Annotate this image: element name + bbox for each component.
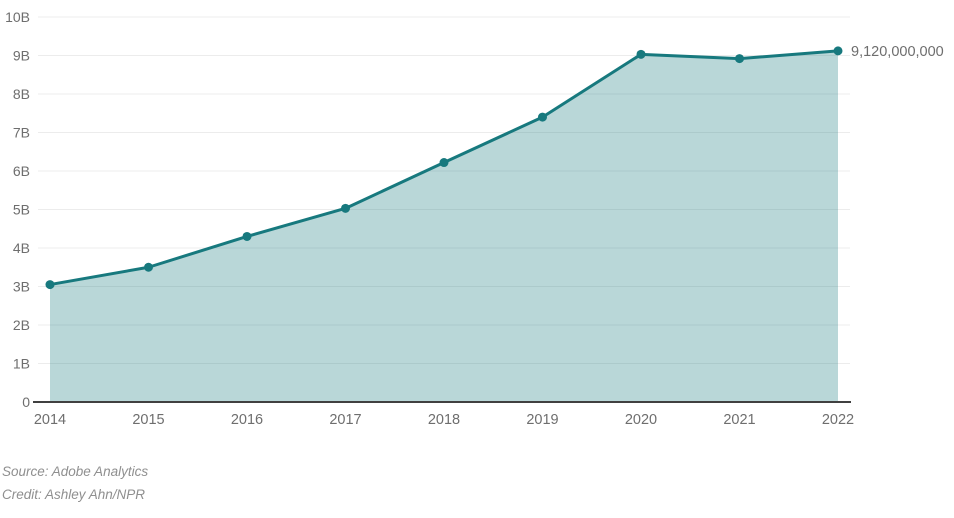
end-value-label: 9,120,000,000 — [851, 44, 944, 60]
x-tick-label: 2015 — [132, 412, 164, 428]
data-point[interactable] — [242, 231, 252, 241]
credit-text: Credit: Ashley Ahn/NPR — [2, 487, 146, 502]
x-tick-label: 2019 — [526, 412, 558, 428]
data-point[interactable] — [538, 112, 547, 122]
x-tick-label: 2014 — [34, 412, 66, 428]
data-point[interactable] — [735, 54, 744, 64]
data-point[interactable] — [144, 262, 153, 272]
x-tick-label: 2017 — [329, 412, 361, 428]
y-tick-label: 9B — [13, 48, 30, 64]
y-tick-label: 8B — [13, 86, 30, 102]
y-tick-label: 6B — [13, 163, 30, 179]
y-tick-label: 1B — [13, 356, 30, 372]
data-point[interactable] — [636, 49, 646, 59]
x-tick-label: 2018 — [428, 412, 460, 428]
y-tick-label: 4B — [13, 240, 30, 256]
y-tick-label: 2B — [13, 317, 30, 333]
data-point[interactable] — [341, 203, 350, 213]
y-tick-label: 7B — [13, 125, 30, 141]
x-tick-label: 2021 — [723, 412, 755, 428]
y-tick-label: 0 — [22, 394, 30, 410]
data-point[interactable] — [439, 158, 449, 168]
data-point[interactable] — [45, 280, 55, 290]
x-tick-label: 2016 — [231, 412, 263, 428]
area-fill — [50, 50, 838, 402]
chart-footer: Source: Adobe Analytics Credit: Ashley A… — [0, 460, 954, 506]
x-tick-label: 2022 — [822, 412, 854, 428]
y-tick-label: 5B — [13, 202, 30, 218]
data-point[interactable] — [833, 46, 843, 56]
x-tick-label: 2020 — [625, 412, 657, 428]
y-tick-label: 10B — [5, 9, 30, 25]
y-tick-label: 3B — [13, 279, 30, 295]
source-text: Source: Adobe Analytics — [2, 464, 149, 479]
area-chart: 0 1B 2B 3B 4B 5B 6B 7B 8B 9B 10B 2014 2015 2016 2017 20… — [5, 9, 944, 428]
